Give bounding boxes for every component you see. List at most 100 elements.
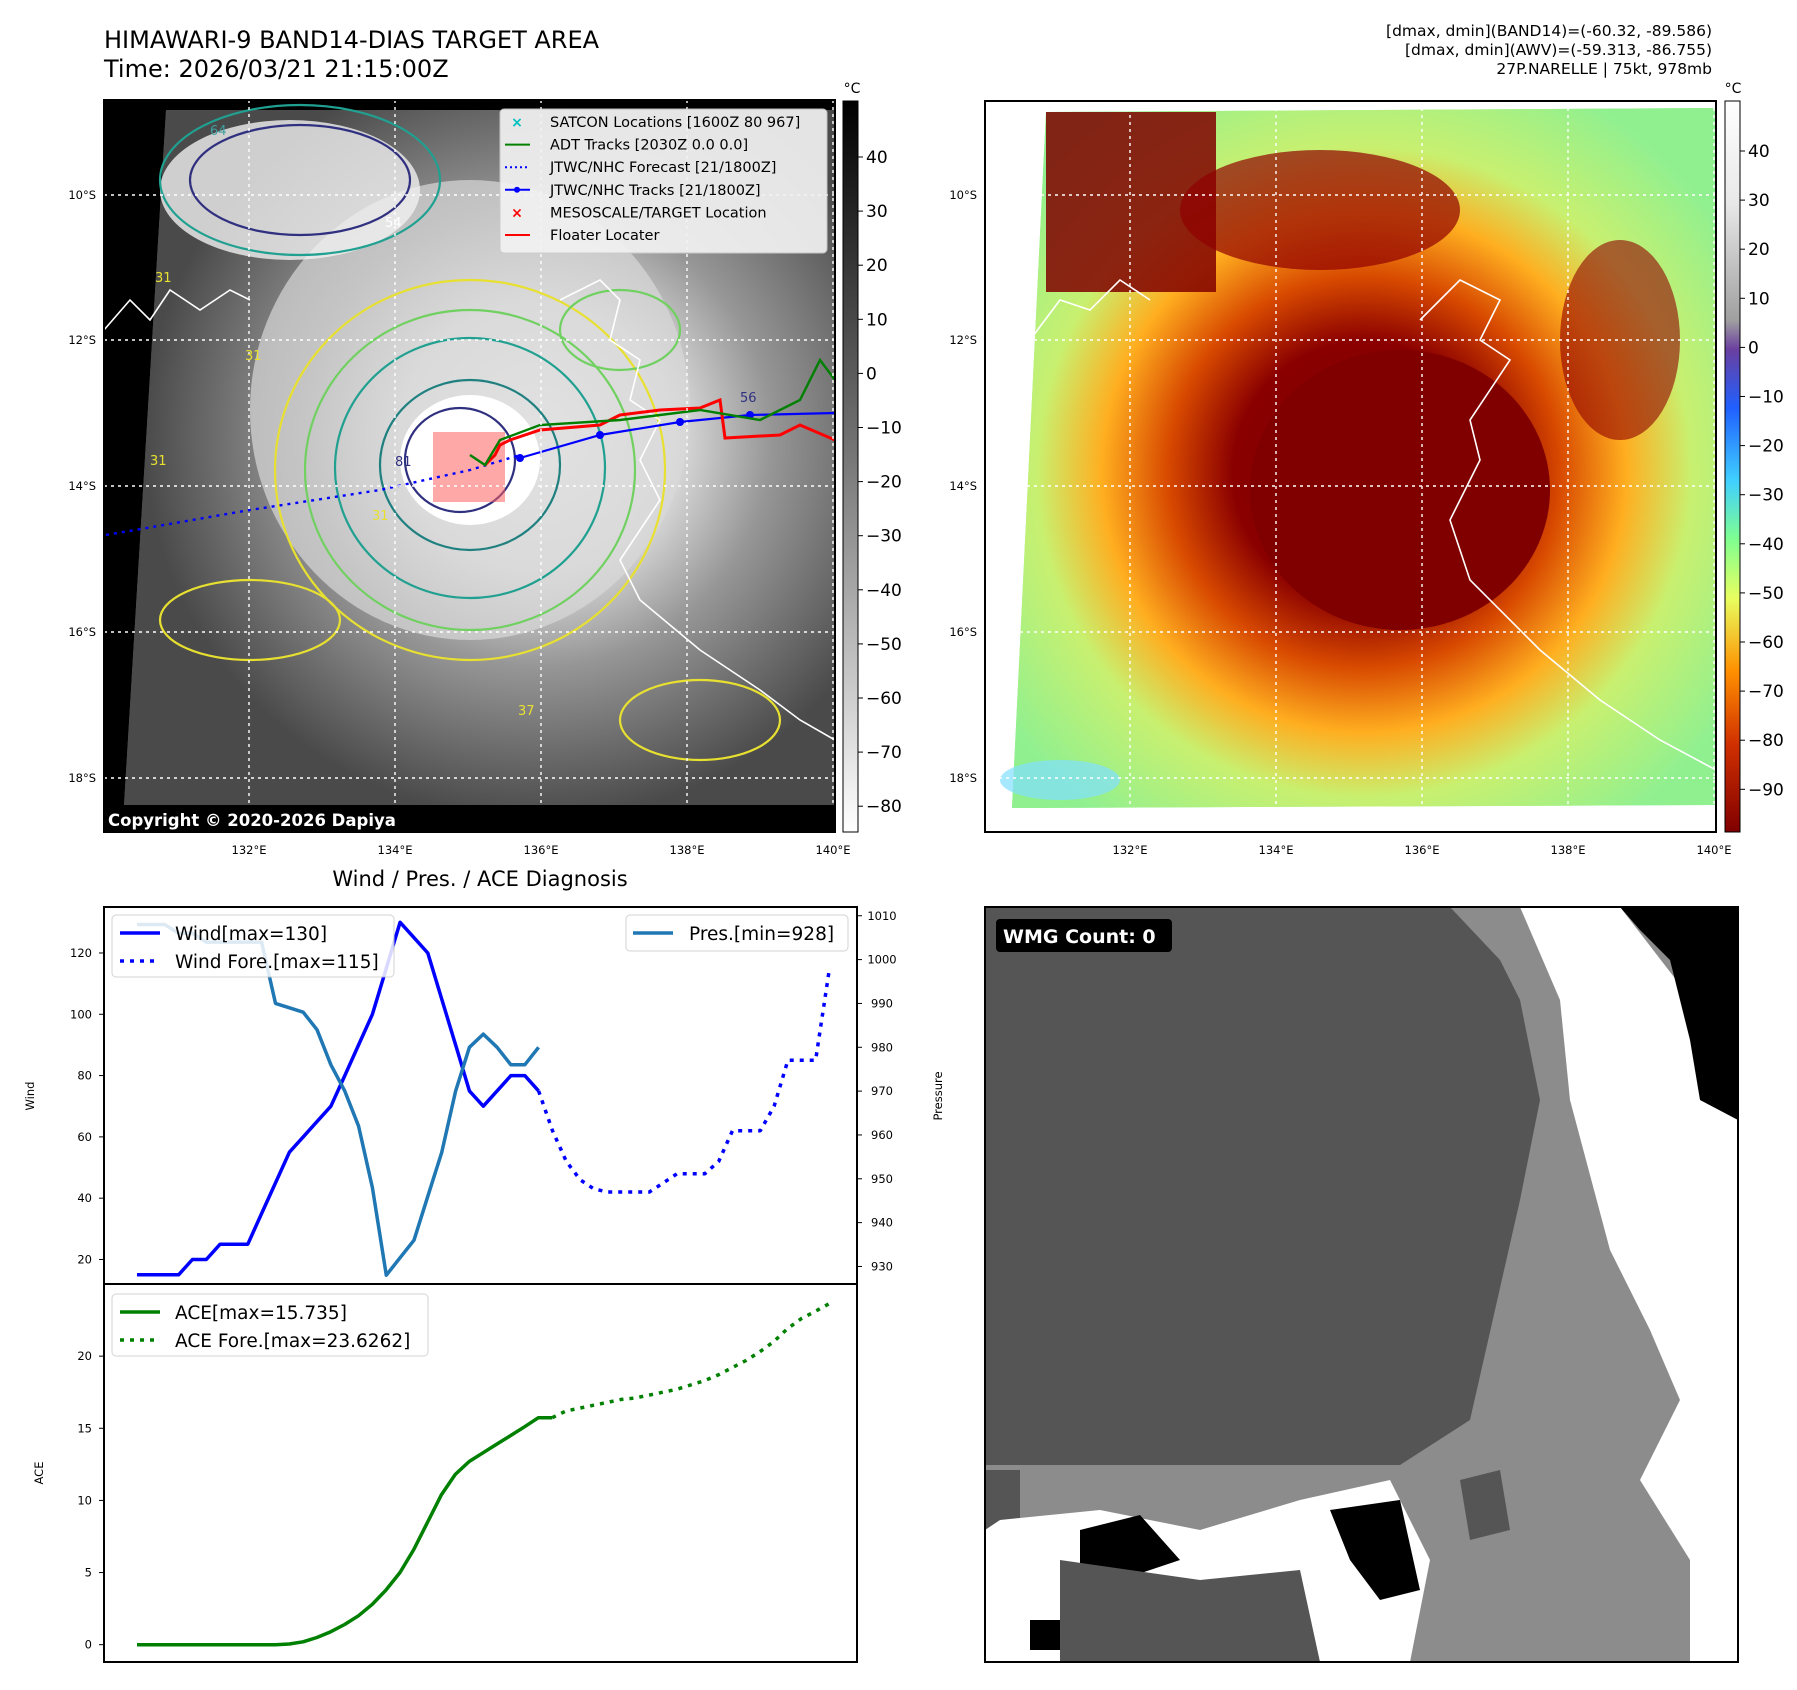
ace-legend: ACE[max=15.735] ACE Fore.[max=23.6262] (111, 1293, 429, 1357)
ir-lon-label: 140°E (816, 843, 851, 857)
awv-cb-label: −60 (1748, 633, 1784, 653)
contour-label: 81 (395, 455, 412, 470)
ace-ytick-label: 5 (85, 1566, 92, 1580)
awv-lon-label: 132°E (1113, 843, 1148, 857)
contour-labels: 64 54 31 31 31 81 56 31 37 (150, 124, 757, 719)
stats-header: [dmax, dmin](BAND14)=(-60.32, -89.586) [… (1386, 22, 1712, 79)
pressure-ytick-label: 940 (871, 1216, 893, 1230)
ace-ytick-label: 0 (85, 1638, 92, 1652)
contour-label: 64 (210, 124, 227, 139)
ir-colorbar-unit: °C (844, 81, 861, 97)
ir-legend-item: × SATCON Locations [1600Z 80 967] (511, 115, 800, 131)
ir-map-panel: 64 54 31 31 31 81 56 31 37 × SATCON Locat… (103, 99, 836, 833)
awv-cb-label: 0 (1748, 338, 1759, 358)
ir-lon-label: 134°E (378, 843, 413, 857)
ir-cb-label: −50 (866, 635, 902, 655)
wind-ylabel: Wind (23, 1082, 37, 1111)
awv-cb-label: −70 (1748, 682, 1784, 702)
awv-lon-label: 134°E (1259, 843, 1294, 857)
awv-map-panel (984, 100, 1717, 833)
awv-colorbar: °C 40 30 20 10 0 −10 −20 −30 −40 −50 −60 −70 −80 −90 (1724, 81, 1784, 833)
ir-colorbar: °C 40 30 20 10 0 −10 −20 −30 −40 −50 −60 −70 −80 (842, 81, 902, 833)
title-line1: HIMAWARI-9 BAND14-DIAS TARGET AREA (104, 26, 600, 54)
pressure-ytick-label: 990 (871, 996, 893, 1010)
wind-ytick-label: 60 (77, 1130, 92, 1144)
wind-ytick-label: 120 (70, 946, 92, 960)
pressure-ytick-label: 930 (871, 1259, 893, 1273)
series-line (551, 1302, 830, 1420)
awv-cb-label: −40 (1748, 535, 1784, 555)
ir-legend-item: ADT Tracks [2030Z 0.0 0.0] (505, 138, 748, 154)
contour-label: 31 (372, 509, 389, 524)
ir-legend-item: JTWC/NHC Tracks [21/1800Z] (505, 183, 761, 199)
pressure-ytick-label: 1000 (867, 953, 896, 967)
ir-cb-label: 30 (866, 202, 888, 222)
wmg-count-badge (996, 919, 1172, 952)
pressure-legend-label: Pres.[min=928] (689, 924, 834, 945)
ace-ytick-label: 20 (77, 1349, 92, 1363)
contour-label: 56 (740, 391, 757, 406)
ir-legend-label: JTWC/NHC Tracks [21/1800Z] (549, 183, 761, 199)
ir-lon-label: 138°E (670, 843, 705, 857)
awv-cb-label: −90 (1748, 780, 1784, 800)
contour-label: 54 (385, 216, 402, 231)
contour-label: 37 (518, 704, 535, 719)
wind-legend-label: Wind[max=130] (175, 924, 327, 945)
ace-ytick-label: 10 (77, 1493, 92, 1507)
wmg-panel: WMG Count: 0 (984, 906, 1739, 1663)
stats-line2: [dmax, dmin](AWV)=(-59.313, -86.755) (1405, 41, 1712, 59)
ace-fore-legend-label: ACE Fore.[max=23.6262] (175, 1331, 410, 1352)
target-area-box (433, 432, 505, 502)
ir-cb-label: −60 (866, 689, 902, 709)
ir-legend-label: SATCON Locations [1600Z 80 967] (550, 115, 800, 131)
awv-cb-label: 20 (1748, 240, 1770, 260)
title-line2: Time: 2026/03/21 21:15:00Z (104, 55, 449, 83)
awv-lon-label: 136°E (1405, 843, 1440, 857)
ir-lon-label: 136°E (524, 843, 559, 857)
awv-lat-label: 10°S (949, 188, 977, 202)
awv-lat-label: 14°S (949, 479, 977, 493)
awv-lat-label: 18°S (949, 771, 977, 785)
ir-cb-label: −40 (866, 581, 902, 601)
series-line (536, 968, 832, 1194)
awv-cb-label: 30 (1748, 191, 1770, 211)
copyright-text: Copyright © 2020-2026 Dapiya (108, 811, 396, 830)
contour-label: 31 (245, 349, 262, 364)
ir-legend: × SATCON Locations [1600Z 80 967] ADT Trac… (499, 108, 828, 254)
ir-lon-label: 132°E (232, 843, 267, 857)
awv-cb-label: 40 (1748, 142, 1770, 162)
ir-legend-label: Floater Locater (550, 228, 659, 244)
ir-lat-label: 10°S (68, 188, 96, 202)
awv-lat-label: 16°S (949, 625, 977, 639)
contour-label: 31 (155, 271, 172, 286)
ir-cb-label: −70 (866, 743, 902, 763)
wind-legend: Wind[max=130] Wind Fore.[max=115] (111, 914, 395, 978)
pressure-legend: Pres.[min=928] (625, 914, 849, 952)
ir-legend-label: MESOSCALE/TARGET Location (550, 205, 767, 221)
wind-ytick-label: 100 (70, 1007, 92, 1021)
ir-legend-item: JTWC/NHC Forecast [21/1800Z] (505, 160, 776, 176)
awv-cb-label: −30 (1748, 486, 1784, 506)
awv-cb-label: −50 (1748, 584, 1784, 604)
awv-cb-label: 10 (1748, 289, 1770, 309)
ir-cb-label: 20 (866, 256, 888, 276)
contour-label: 31 (150, 454, 167, 469)
series-line (137, 1415, 553, 1647)
stats-line3: 27P.NARELLE | 75kt, 978mb (1496, 60, 1712, 78)
awv-lat-label: 12°S (949, 333, 977, 347)
wind-ytick-label: 40 (77, 1191, 92, 1205)
ir-lat-label: 12°S (68, 333, 96, 347)
ace-legend-label: ACE[max=15.735] (175, 1303, 347, 1324)
ir-legend-label: JTWC/NHC Forecast [21/1800Z] (549, 160, 776, 176)
awv-cb-label: −80 (1748, 731, 1784, 751)
stats-line1: [dmax, dmin](BAND14)=(-60.32, -89.586) (1386, 22, 1712, 40)
pressure-ytick-label: 960 (871, 1128, 893, 1142)
awv-cb-label: −10 (1748, 388, 1784, 408)
ir-legend-item: × MESOSCALE/TARGET Location (511, 205, 766, 221)
chart-title: Wind / Pres. / ACE Diagnosis (332, 867, 627, 891)
ir-cb-label: −80 (866, 797, 902, 817)
wind-ytick-label: 20 (77, 1252, 92, 1266)
awv-lon-label: 140°E (1697, 843, 1732, 857)
wind-ytick-label: 80 (77, 1069, 92, 1083)
legend-marker: × (511, 115, 523, 131)
